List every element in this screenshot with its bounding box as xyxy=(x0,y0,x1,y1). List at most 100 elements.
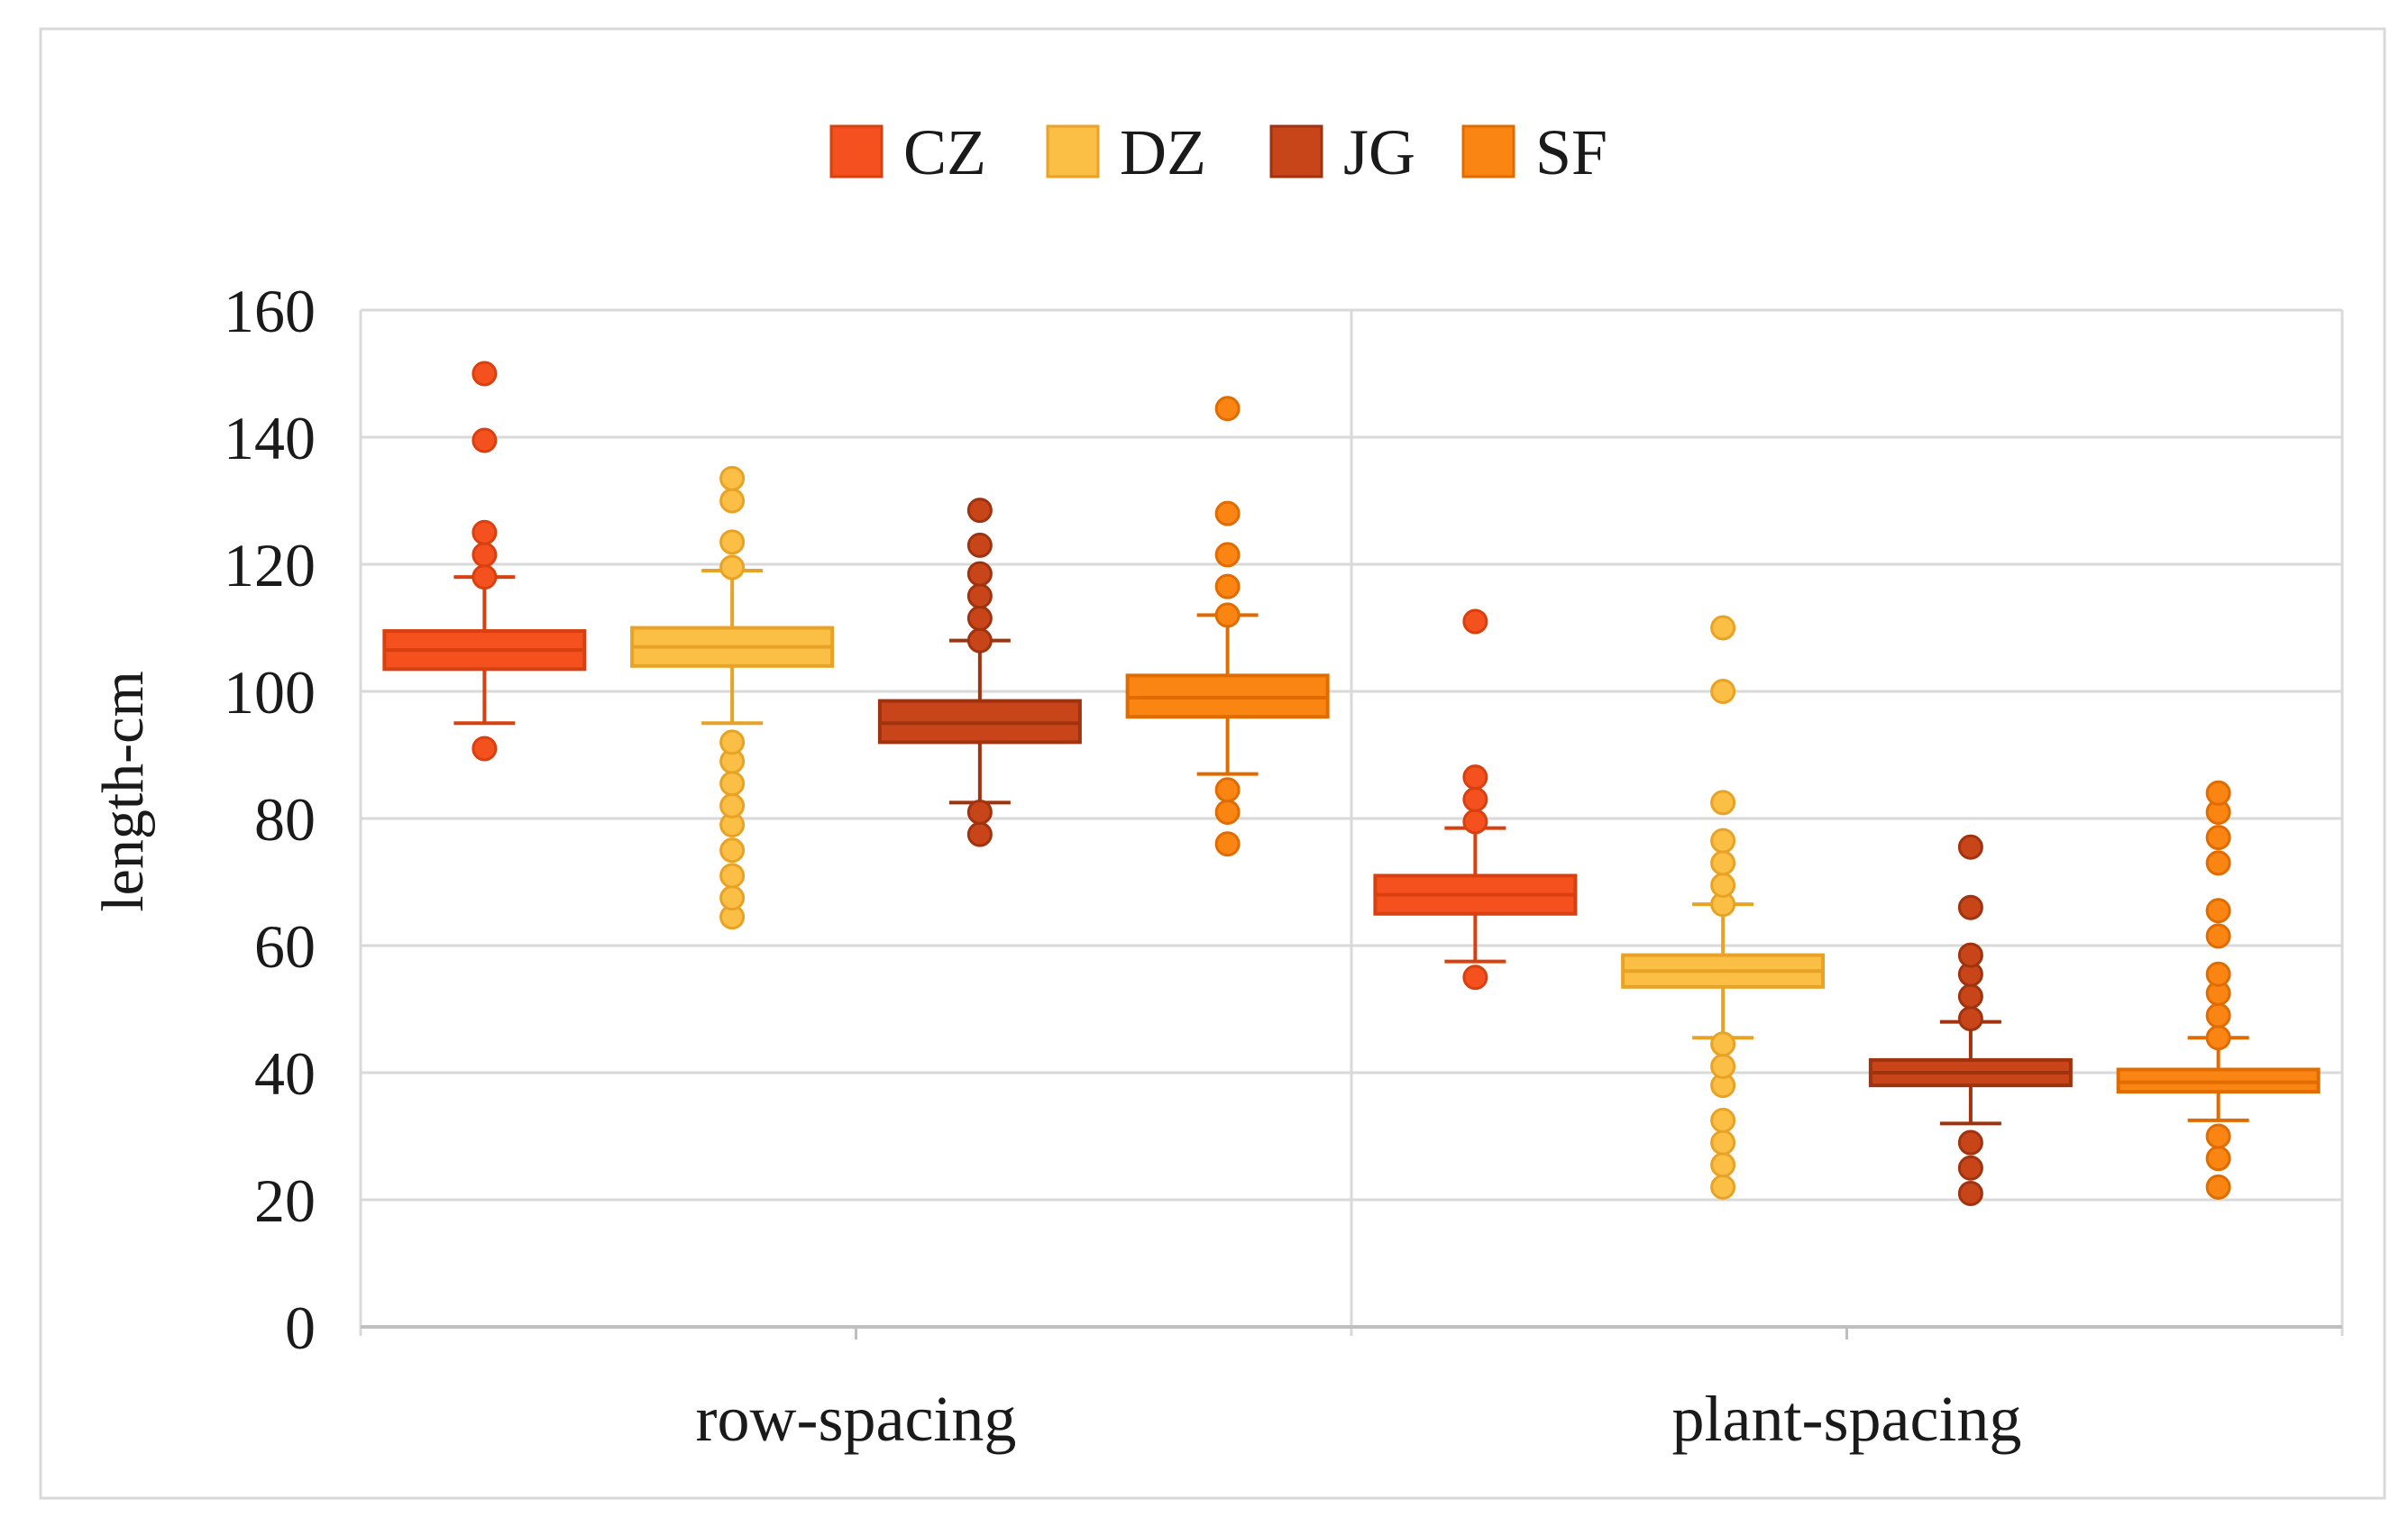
box-JG-plant-spacing xyxy=(1868,834,2073,1206)
y-tick-label: 160 xyxy=(224,277,316,345)
legend-label: CZ xyxy=(903,116,986,188)
outlier-point xyxy=(1957,983,1983,1010)
y-tick-label: 0 xyxy=(285,1294,316,1362)
y-tick-label: 100 xyxy=(224,658,316,727)
outlier-point xyxy=(2205,825,2231,851)
outlier-point xyxy=(1214,602,1241,628)
outlier-point xyxy=(1710,1107,1736,1133)
legend-item-SF: SF xyxy=(1461,116,1607,188)
outlier-point xyxy=(719,863,746,889)
outlier-point xyxy=(1710,828,1736,854)
outlier-point xyxy=(1957,942,1983,968)
outlier-point xyxy=(1957,1155,1983,1181)
outlier-point xyxy=(2205,850,2231,876)
outlier-point xyxy=(966,561,993,587)
boxes xyxy=(382,361,2321,1206)
outlier-point xyxy=(1462,764,1488,791)
outlier-point xyxy=(2205,961,2231,987)
outlier-point xyxy=(1710,1152,1736,1178)
outlier-point xyxy=(1710,615,1736,641)
outlier-point xyxy=(966,498,993,524)
axes: 0 20 40 60 80 100 120 140 160 row-spacing plant-sp… xyxy=(224,277,2342,1455)
legend-item-JG: JG xyxy=(1269,116,1415,188)
y-tick-label: 60 xyxy=(254,912,316,981)
outlier-point xyxy=(966,532,993,558)
legend-swatch xyxy=(1269,124,1323,178)
outlier-point xyxy=(1710,1053,1736,1079)
outlier-point xyxy=(2205,780,2231,806)
legend-label: JG xyxy=(1343,116,1415,188)
box-SF-plant-spacing xyxy=(2116,780,2321,1200)
outlier-point xyxy=(1710,1129,1736,1156)
box-CZ-row-spacing xyxy=(382,361,587,762)
outlier-point xyxy=(719,554,746,581)
outlier-point xyxy=(1710,790,1736,816)
box-DZ-row-spacing xyxy=(630,465,835,930)
outlier-point xyxy=(1710,873,1736,899)
legend-swatch xyxy=(829,124,884,178)
outlier-point xyxy=(1710,1031,1736,1057)
y-tick-label: 120 xyxy=(224,531,316,599)
outlier-point xyxy=(2205,1025,2231,1051)
outlier-point xyxy=(472,564,498,590)
gridlines xyxy=(359,308,2344,1336)
outlier-point xyxy=(2205,1174,2231,1200)
outlier-point xyxy=(2205,1146,2231,1172)
outlier-point xyxy=(2205,898,2231,924)
outlier-point xyxy=(472,542,498,568)
outlier-point xyxy=(719,771,746,797)
outlier-point xyxy=(1710,679,1736,704)
outlier-point xyxy=(472,736,498,762)
outlier-point xyxy=(1462,965,1488,991)
outlier-point xyxy=(719,488,746,514)
outlier-point xyxy=(1214,799,1241,825)
outlier-point xyxy=(472,361,498,387)
outlier-point xyxy=(966,799,993,825)
outlier-point xyxy=(719,529,746,555)
legend-label: SF xyxy=(1535,116,1607,188)
outlier-point xyxy=(1710,850,1736,876)
outlier-point xyxy=(719,465,746,491)
y-tick-label: 20 xyxy=(254,1166,316,1235)
outlier-point xyxy=(1462,786,1488,812)
outlier-point xyxy=(1214,500,1241,526)
y-axis-label: length-cm xyxy=(90,671,156,912)
outlier-point xyxy=(1214,396,1241,422)
outlier-point xyxy=(719,729,746,755)
outlier-point xyxy=(1214,831,1241,857)
legend: CZ DZ JG SF xyxy=(829,116,1607,188)
outlier-point xyxy=(966,583,993,609)
outlier-point xyxy=(1957,834,1983,860)
outlier-point xyxy=(1462,809,1488,835)
box-CZ-plant-spacing xyxy=(1373,608,1578,991)
outlier-point xyxy=(2205,1002,2231,1029)
outlier-point xyxy=(2205,1123,2231,1149)
legend-item-CZ: CZ xyxy=(829,116,986,188)
legend-label: DZ xyxy=(1120,116,1206,188)
outlier-point xyxy=(1957,894,1983,920)
y-tick-label: 140 xyxy=(224,404,316,472)
outlier-point xyxy=(1710,1174,1736,1200)
x-category-label: plant-spacing xyxy=(1672,1383,2022,1455)
outlier-point xyxy=(719,792,746,818)
outlier-point xyxy=(1214,777,1241,803)
x-category-label: row-spacing xyxy=(696,1383,1017,1455)
box-JG-row-spacing xyxy=(877,498,1082,847)
legend-item-DZ: DZ xyxy=(1046,116,1206,188)
outlier-point xyxy=(1214,542,1241,568)
legend-swatch xyxy=(1046,124,1100,178)
chart-border xyxy=(39,27,2386,1500)
outlier-point xyxy=(966,605,993,631)
outlier-point xyxy=(1957,1006,1983,1032)
legend-swatch xyxy=(1461,124,1515,178)
box-DZ-plant-spacing xyxy=(1621,615,1826,1200)
y-tick-label: 40 xyxy=(254,1039,316,1108)
box-SF-row-spacing xyxy=(1125,396,1330,857)
outlier-point xyxy=(1214,573,1241,599)
outlier-point xyxy=(1957,1180,1983,1206)
outlier-point xyxy=(719,837,746,864)
outlier-point xyxy=(966,821,993,847)
outlier-point xyxy=(2205,923,2231,949)
